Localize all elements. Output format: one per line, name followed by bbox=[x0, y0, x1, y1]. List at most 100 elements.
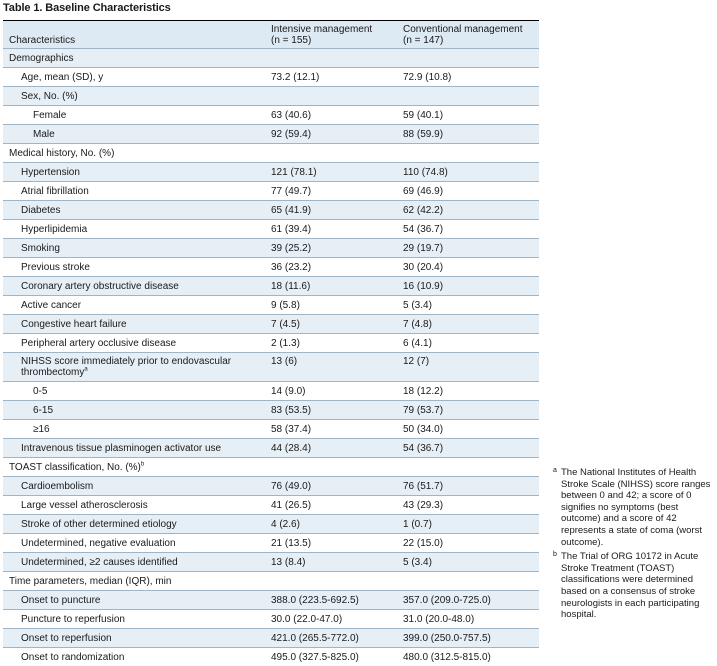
row-label: 6-15 bbox=[33, 405, 53, 416]
row-label: Onset to puncture bbox=[21, 595, 101, 606]
row-label-cell: Onset to puncture bbox=[3, 591, 265, 610]
intensive-value: 92 (59.4) bbox=[265, 125, 397, 144]
table-row: Coronary artery obstructive disease 18 (1… bbox=[3, 277, 539, 296]
conventional-value: 30 (20.4) bbox=[397, 258, 539, 277]
intensive-value: 63 (40.6) bbox=[265, 106, 397, 125]
intensive-value: 21 (13.5) bbox=[265, 534, 397, 553]
row-label-cell: Large vessel atherosclerosis bbox=[3, 496, 265, 515]
conventional-value: 5 (3.4) bbox=[397, 553, 539, 572]
table-caption: Table 1. Baseline Characteristics bbox=[3, 2, 171, 14]
row-label-cell: TOAST classification, No. (%)b bbox=[3, 458, 265, 477]
conventional-value: 7 (4.8) bbox=[397, 315, 539, 334]
conventional-value: 18 (12.2) bbox=[397, 382, 539, 401]
row-label-cell: NIHSS score immediately prior to endovas… bbox=[3, 353, 265, 382]
row-label-cell: Diabetes bbox=[3, 201, 265, 220]
table-row: Hypertension 121 (78.1)110 (74.8) bbox=[3, 163, 539, 182]
intensive-value: 13 (8.4) bbox=[265, 553, 397, 572]
row-label: Hypertension bbox=[21, 167, 80, 178]
row-label-cell: Undetermined, negative evaluation bbox=[3, 534, 265, 553]
row-label-cell: Peripheral artery occlusive disease bbox=[3, 334, 265, 353]
row-label: Sex, No. (%) bbox=[21, 91, 78, 102]
intensive-value bbox=[265, 572, 397, 591]
intensive-value: 36 (23.2) bbox=[265, 258, 397, 277]
row-label-cell: Medical history, No. (%) bbox=[3, 144, 265, 163]
conventional-value: 5 (3.4) bbox=[397, 296, 539, 315]
row-label: Undetermined, negative evaluation bbox=[21, 538, 176, 549]
conventional-value bbox=[397, 87, 539, 106]
header-conventional: Conventional management (n = 147) bbox=[397, 21, 539, 49]
intensive-value bbox=[265, 49, 397, 68]
table-row: Large vessel atherosclerosis 41 (26.5)43 … bbox=[3, 496, 539, 515]
intensive-value: 30.0 (22.0-47.0) bbox=[265, 610, 397, 629]
footnote-b: b The Trial of ORG 10172 in Acute Stroke … bbox=[553, 551, 713, 621]
footnote-marker: b bbox=[553, 549, 557, 561]
row-label: Congestive heart failure bbox=[21, 319, 127, 330]
conventional-value: 54 (36.7) bbox=[397, 439, 539, 458]
conventional-value: 110 (74.8) bbox=[397, 163, 539, 182]
table-row: Male 92 (59.4)88 (59.9) bbox=[3, 125, 539, 144]
intensive-value: 65 (41.9) bbox=[265, 201, 397, 220]
row-label-cell: 6-15 bbox=[3, 401, 265, 420]
row-label-cell: Time parameters, median (IQR), min bbox=[3, 572, 265, 591]
row-label-cell: Coronary artery obstructive disease bbox=[3, 277, 265, 296]
conventional-value: 480.0 (312.5-815.0) bbox=[397, 648, 539, 666]
baseline-characteristics-table: Characteristics Intensive management (n … bbox=[3, 20, 539, 666]
intensive-value: 121 (78.1) bbox=[265, 163, 397, 182]
intensive-value: 421.0 (265.5-772.0) bbox=[265, 629, 397, 648]
conventional-value: 62 (42.2) bbox=[397, 201, 539, 220]
row-label: Time parameters, median (IQR), min bbox=[9, 576, 171, 587]
conventional-value: 72.9 (10.8) bbox=[397, 68, 539, 87]
table-row: Demographics bbox=[3, 49, 539, 68]
conventional-value: 43 (29.3) bbox=[397, 496, 539, 515]
row-label-cell: Smoking bbox=[3, 239, 265, 258]
table-row: Medical history, No. (%) bbox=[3, 144, 539, 163]
table-row: Intravenous tissue plasminogen activator… bbox=[3, 439, 539, 458]
row-label-cell: Female bbox=[3, 106, 265, 125]
conventional-value: 69 (46.9) bbox=[397, 182, 539, 201]
intensive-value: 76 (49.0) bbox=[265, 477, 397, 496]
conventional-value: 88 (59.9) bbox=[397, 125, 539, 144]
conventional-value: 12 (7) bbox=[397, 353, 539, 382]
row-label: 0-5 bbox=[33, 386, 47, 397]
conventional-value: 16 (10.9) bbox=[397, 277, 539, 296]
row-label: Coronary artery obstructive disease bbox=[21, 281, 179, 292]
intensive-value: 13 (6) bbox=[265, 353, 397, 382]
row-label-cell: Male bbox=[3, 125, 265, 144]
row-label: Diabetes bbox=[21, 205, 60, 216]
row-label: Large vessel atherosclerosis bbox=[21, 500, 148, 511]
intensive-value: 73.2 (12.1) bbox=[265, 68, 397, 87]
footnote-text: The Trial of ORG 10172 in Acute Stroke T… bbox=[561, 551, 699, 620]
intensive-value: 41 (26.5) bbox=[265, 496, 397, 515]
intensive-value bbox=[265, 87, 397, 106]
row-label-cell: Undetermined, ≥2 causes identified bbox=[3, 553, 265, 572]
header-characteristics-label: Characteristics bbox=[9, 35, 75, 46]
intensive-value bbox=[265, 458, 397, 477]
table-row: Sex, No. (%) bbox=[3, 87, 539, 106]
table-row: Undetermined, negative evaluation 21 (13.… bbox=[3, 534, 539, 553]
row-label-cell: Hyperlipidemia bbox=[3, 220, 265, 239]
row-label-cell: Hypertension bbox=[3, 163, 265, 182]
footnote-text: The National Institutes of Health Stroke… bbox=[561, 467, 710, 548]
conventional-value: 357.0 (209.0-725.0) bbox=[397, 591, 539, 610]
row-label-cell: Active cancer bbox=[3, 296, 265, 315]
header-intensive-n: (n = 155) bbox=[271, 35, 391, 46]
row-label-cell: Previous stroke bbox=[3, 258, 265, 277]
row-label-cell: Puncture to reperfusion bbox=[3, 610, 265, 629]
row-label-cell: Atrial fibrillation bbox=[3, 182, 265, 201]
intensive-value: 18 (11.6) bbox=[265, 277, 397, 296]
intensive-value: 61 (39.4) bbox=[265, 220, 397, 239]
row-label: Male bbox=[33, 129, 55, 140]
intensive-value: 39 (25.2) bbox=[265, 239, 397, 258]
intensive-value: 9 (5.8) bbox=[265, 296, 397, 315]
header-conventional-n: (n = 147) bbox=[403, 35, 533, 46]
